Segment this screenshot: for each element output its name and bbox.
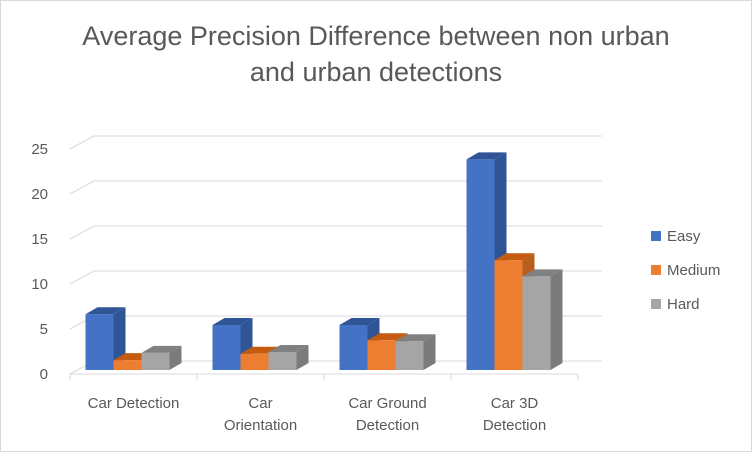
gridline-10	[69, 270, 602, 285]
legend-swatch-hard	[651, 299, 661, 309]
bar-side	[296, 345, 309, 370]
gridline-15	[69, 225, 602, 240]
bar-top	[395, 334, 436, 342]
chart-title-line-2: and urban detections	[249, 57, 503, 87]
bar-hard-2	[395, 334, 436, 370]
bar-top	[522, 269, 563, 277]
y-tick-label: 25	[31, 141, 48, 158]
bar-front	[339, 325, 368, 370]
y-tick-label: 20	[31, 186, 48, 203]
x-tick-label: Car Orientation	[224, 395, 297, 434]
bar-front	[141, 352, 170, 370]
bar-hard-3	[522, 269, 563, 370]
legend-label-easy: Easy	[667, 228, 701, 245]
y-tick-label: 5	[40, 321, 48, 338]
bar-top	[466, 152, 507, 160]
x-tick-label-line: Car 3D	[491, 395, 539, 412]
bar-hard-0	[141, 345, 182, 370]
bar-side	[169, 345, 182, 370]
bar-side	[550, 269, 563, 370]
bar-top	[494, 253, 535, 261]
x-tick-label-line: Car Detection	[88, 395, 180, 412]
bar-side	[423, 334, 436, 370]
bar-front	[212, 325, 241, 370]
bar-front	[395, 341, 424, 370]
bar-front	[466, 159, 495, 370]
axes	[69, 373, 579, 380]
gridline-20	[69, 180, 602, 195]
x-tick-label: Car Detection	[88, 395, 180, 412]
x-tick-label-line: Car	[248, 395, 272, 412]
legend-swatch-easy	[651, 231, 661, 241]
bar-top	[339, 318, 380, 325]
bar-hard-1	[268, 345, 309, 370]
legend: Easy Medium Hard	[651, 228, 720, 313]
chart-title: Average Precision Difference between non…	[0, 18, 752, 90]
bar-top	[85, 307, 126, 315]
bar-front	[522, 276, 551, 370]
y-tick-label: 10	[31, 276, 48, 293]
bar-front	[367, 340, 396, 370]
legend-swatch-medium	[651, 265, 661, 275]
x-tick-label-line: Detection	[483, 417, 546, 434]
x-tick-label: Car 3D Detection	[483, 395, 546, 434]
bar-front	[113, 360, 142, 370]
x-tick-label-line: Car Ground	[348, 395, 426, 412]
y-tick-label: 15	[31, 231, 48, 248]
bar-top	[212, 318, 253, 325]
bar-front	[240, 353, 269, 370]
legend-label-hard: Hard	[667, 296, 700, 313]
bar-side	[113, 307, 126, 370]
bar-front	[268, 352, 297, 370]
y-tick-label: 0	[40, 366, 48, 383]
x-tick-label-line: Orientation	[224, 417, 297, 434]
bars	[85, 152, 563, 370]
legend-label-medium: Medium	[667, 262, 720, 279]
chart-title-line-1: Average Precision Difference between non…	[82, 21, 670, 51]
bar-top	[141, 345, 182, 353]
bar-easy-0	[85, 307, 126, 370]
bar-front	[494, 260, 523, 370]
bar-top	[268, 345, 309, 352]
bar-front	[85, 314, 114, 370]
x-tick-label-line: Detection	[356, 417, 419, 434]
bar-top	[367, 333, 408, 341]
x-tick-label: Car Ground Detection	[348, 395, 426, 434]
gridline-25	[69, 135, 602, 150]
